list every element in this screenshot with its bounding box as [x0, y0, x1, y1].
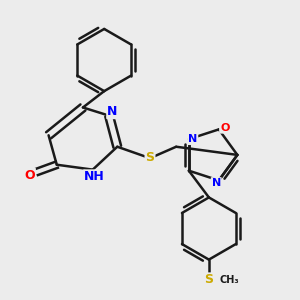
Text: CH₃: CH₃	[219, 275, 239, 285]
Text: O: O	[220, 123, 230, 133]
Text: S: S	[204, 273, 213, 286]
Text: N: N	[107, 105, 118, 118]
Text: NH: NH	[84, 170, 105, 183]
Text: N: N	[212, 178, 221, 188]
Text: N: N	[188, 134, 197, 144]
Text: O: O	[24, 169, 35, 182]
Text: S: S	[146, 151, 154, 164]
